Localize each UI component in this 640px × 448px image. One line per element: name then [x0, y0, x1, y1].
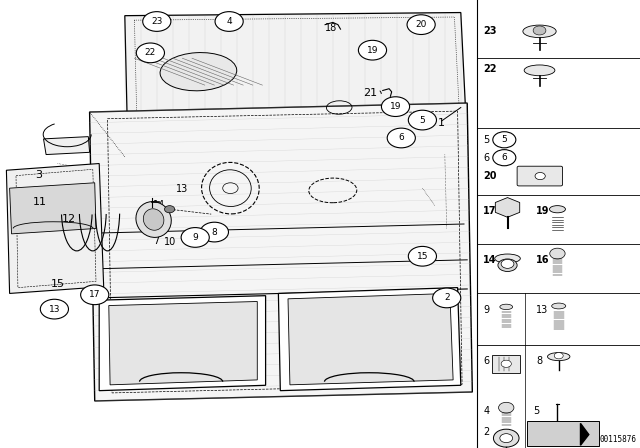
Circle shape	[181, 228, 209, 247]
Circle shape	[554, 353, 563, 359]
Circle shape	[499, 402, 514, 413]
Ellipse shape	[548, 353, 570, 361]
Text: 00115876: 00115876	[600, 435, 637, 444]
Circle shape	[493, 429, 519, 447]
Text: 12: 12	[62, 214, 76, 224]
Polygon shape	[99, 296, 266, 391]
Circle shape	[501, 259, 514, 268]
Circle shape	[408, 246, 436, 266]
Polygon shape	[90, 103, 472, 401]
Text: 15: 15	[417, 252, 428, 261]
Ellipse shape	[500, 304, 513, 310]
Circle shape	[535, 172, 545, 180]
Text: 19: 19	[536, 206, 550, 215]
Ellipse shape	[136, 202, 172, 237]
Text: 16: 16	[536, 255, 550, 265]
Text: 9: 9	[483, 305, 490, 315]
Circle shape	[433, 288, 461, 308]
Polygon shape	[109, 302, 257, 385]
Text: 20: 20	[415, 20, 427, 29]
Circle shape	[164, 206, 175, 213]
Text: 6: 6	[483, 356, 490, 366]
Ellipse shape	[143, 209, 164, 230]
Text: 7: 7	[153, 236, 159, 246]
Circle shape	[143, 12, 171, 31]
Text: 19: 19	[390, 102, 401, 111]
Text: 20: 20	[483, 171, 497, 181]
Circle shape	[136, 43, 164, 63]
Text: 23: 23	[483, 26, 497, 36]
Text: 18: 18	[325, 23, 338, 33]
Text: 22: 22	[145, 48, 156, 57]
Text: 13: 13	[49, 305, 60, 314]
Text: 6: 6	[483, 153, 490, 163]
Ellipse shape	[552, 303, 566, 309]
Circle shape	[387, 128, 415, 148]
Text: 10: 10	[163, 237, 176, 247]
Text: 17: 17	[483, 206, 497, 215]
Text: 8: 8	[212, 228, 217, 237]
Circle shape	[500, 434, 513, 443]
Text: 17: 17	[89, 290, 100, 299]
Circle shape	[358, 40, 387, 60]
Ellipse shape	[160, 52, 237, 91]
Text: 15: 15	[51, 280, 65, 289]
Text: 2: 2	[444, 293, 449, 302]
Text: 6: 6	[399, 134, 404, 142]
Text: 2: 2	[483, 427, 490, 437]
Ellipse shape	[550, 206, 566, 213]
Ellipse shape	[524, 65, 555, 76]
Text: 9: 9	[193, 233, 198, 242]
Text: 4: 4	[483, 406, 490, 416]
Text: 8: 8	[536, 356, 543, 366]
FancyBboxPatch shape	[517, 166, 563, 186]
Text: 5: 5	[420, 116, 425, 125]
Ellipse shape	[495, 254, 520, 263]
Text: 11: 11	[33, 197, 47, 207]
Circle shape	[381, 97, 410, 116]
Circle shape	[407, 15, 435, 34]
Polygon shape	[288, 293, 453, 385]
FancyBboxPatch shape	[527, 421, 599, 446]
Polygon shape	[278, 288, 461, 391]
Circle shape	[550, 248, 565, 259]
Polygon shape	[6, 164, 104, 293]
Circle shape	[215, 12, 243, 31]
Text: 5: 5	[483, 135, 490, 145]
Circle shape	[501, 360, 511, 367]
Polygon shape	[44, 137, 90, 155]
Text: 5: 5	[502, 135, 507, 144]
Circle shape	[40, 299, 68, 319]
Text: 14: 14	[483, 255, 497, 265]
Text: 5: 5	[533, 406, 540, 416]
Text: 14: 14	[152, 200, 165, 210]
Text: 13: 13	[536, 305, 548, 315]
Circle shape	[493, 132, 516, 148]
Polygon shape	[125, 13, 467, 157]
Circle shape	[493, 150, 516, 166]
Text: 13: 13	[176, 184, 189, 194]
Text: 23: 23	[151, 17, 163, 26]
Ellipse shape	[498, 259, 517, 271]
Text: 4: 4	[227, 17, 232, 26]
Text: 1: 1	[438, 118, 445, 128]
Polygon shape	[580, 423, 589, 445]
Circle shape	[408, 110, 436, 130]
Circle shape	[81, 285, 109, 305]
Text: 21: 21	[363, 88, 377, 98]
Text: 3: 3	[35, 170, 42, 180]
Polygon shape	[10, 183, 96, 234]
Circle shape	[200, 222, 228, 242]
FancyBboxPatch shape	[492, 355, 520, 373]
Text: 22: 22	[483, 65, 497, 74]
Ellipse shape	[523, 25, 556, 38]
Text: 6: 6	[502, 153, 507, 162]
Circle shape	[533, 26, 546, 35]
Text: 19: 19	[367, 46, 378, 55]
